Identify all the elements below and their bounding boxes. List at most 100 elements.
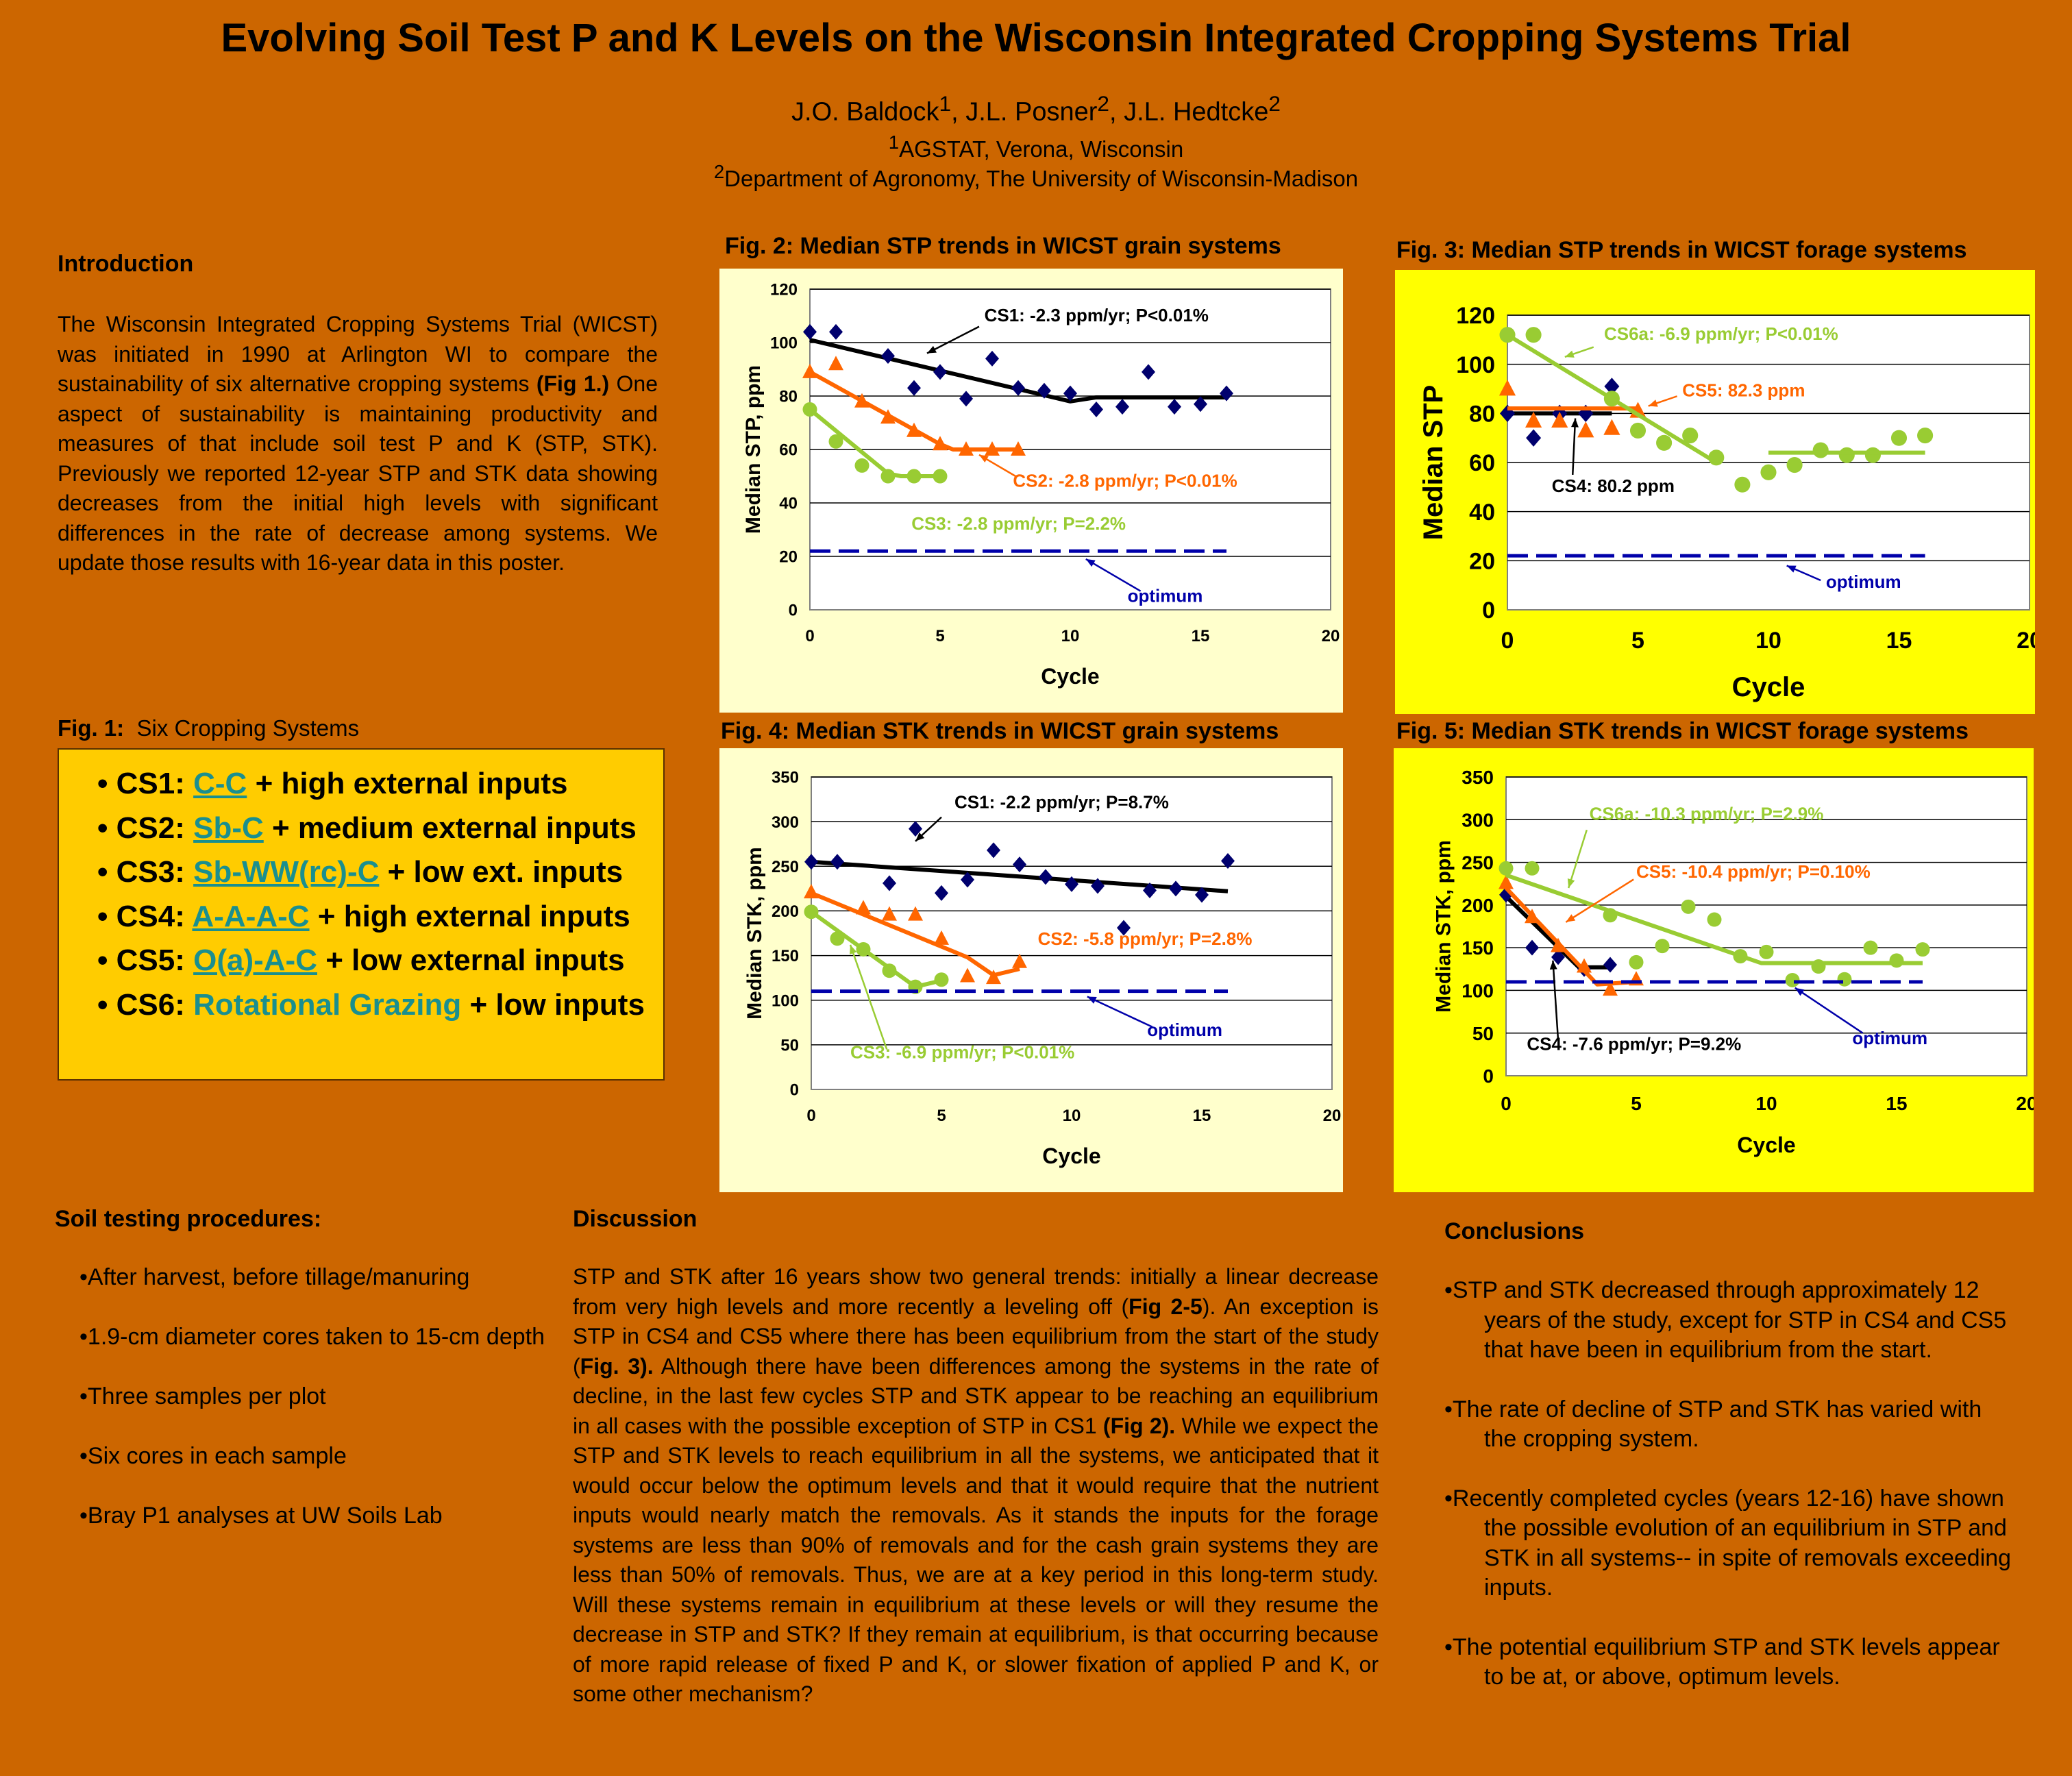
affiliation-superscript: 1: [888, 132, 900, 153]
cs3-point: [1786, 457, 1803, 473]
cs1-point: [1039, 869, 1052, 885]
cs2-point: [1498, 380, 1516, 396]
affiliation-text: AGSTAT, Verona, Wisconsin: [899, 136, 1184, 162]
y-tick-label: 100: [770, 334, 798, 353]
system-rotation-link[interactable]: Sb-C: [193, 811, 264, 845]
y-tick-label: 0: [790, 1081, 799, 1100]
cs1-point: [804, 854, 818, 870]
discussion-text-part: While we expect the STP and STK levels t…: [573, 1413, 1379, 1707]
cs2-point: [934, 930, 949, 945]
affiliation-text: Department of Agronomy, The University o…: [724, 166, 1359, 191]
list-item: •Recently completed cycles (years 12-16)…: [1444, 1485, 2012, 1601]
cs1-point: [1117, 920, 1131, 936]
cs1-point: [907, 380, 921, 396]
cs1-point: [1169, 880, 1183, 897]
cs1-point: [987, 842, 1000, 859]
system-rotation: Rotational Grazing: [193, 987, 462, 1022]
annotation-label: optimum: [1147, 1020, 1222, 1040]
cs1-point: [1526, 429, 1542, 447]
system-rotation-link[interactable]: C-C: [193, 767, 247, 800]
system-rotation-link[interactable]: A-A-A-C: [192, 899, 310, 933]
y-tick-label: 350: [772, 769, 799, 787]
system-rotation-link[interactable]: Sb-WW(rc)-C: [193, 855, 380, 889]
fig5-chart: 0 50 100 150 200 250 300 350 0 5 10 15 20 Cycle Median…: [1394, 748, 2034, 1192]
cs2-point: [985, 441, 1000, 456]
cs2-point: [908, 906, 923, 921]
cs2-trend-line: [810, 891, 1020, 978]
cs2-point: [986, 970, 1001, 985]
cs3-point: [1915, 942, 1930, 957]
cs3-point: [1499, 327, 1516, 343]
annotation-label: optimum: [1128, 585, 1203, 606]
cs3-point: [1734, 476, 1751, 493]
author-superscript: 2: [1268, 91, 1281, 116]
cs2-point: [802, 363, 817, 378]
cs1-point: [1221, 852, 1235, 869]
y-axis-label: Median STK, ppm: [1432, 840, 1455, 1013]
system-rotation-link[interactable]: O(a)-A-C: [193, 944, 317, 977]
discussion-text-part: STP and STK after 16 years show two gene…: [573, 1264, 1379, 1319]
cs3-point: [1655, 939, 1670, 954]
y-tick-label: 20: [779, 548, 798, 567]
system-code: CS3:: [116, 855, 185, 889]
author-superscript: 2: [1097, 91, 1110, 116]
annotation-arrow: [849, 944, 888, 1050]
cs2-point: [933, 436, 948, 451]
y-axis-label: Median STK, ppm: [743, 847, 766, 1020]
y-tick-label: 80: [779, 388, 798, 406]
y-tick-label: 0: [1482, 597, 1495, 624]
cs1-point: [909, 821, 922, 837]
annotation-arrowhead: [1085, 558, 1096, 567]
x-tick-label: 10: [1061, 627, 1080, 645]
system-inputs: + low ext. inputs: [387, 855, 624, 889]
cs1-point: [829, 323, 843, 340]
cs3-point: [1863, 940, 1878, 955]
cs3-point: [1785, 972, 1800, 987]
annotation-label: CS2: -5.8 ppm/yr; P=2.8%: [1038, 928, 1253, 949]
x-tick-label: 0: [805, 627, 814, 645]
cs1-point: [1195, 887, 1209, 903]
system-inputs: + high external inputs: [255, 767, 568, 800]
annotation-arrowhead: [1549, 960, 1557, 970]
annotation-label: CS5: 82.3 ppm: [1682, 380, 1805, 400]
cs1-trend-line: [811, 859, 1229, 893]
cs3-point: [1681, 899, 1696, 914]
system-code: CS1:: [116, 767, 185, 800]
annotation-arrowhead: [915, 832, 925, 841]
y-tick-label: 60: [779, 441, 798, 460]
x-tick-label: 20: [2017, 628, 2035, 654]
cs1-point: [803, 323, 817, 340]
cs1-point: [883, 875, 896, 891]
cs2-point: [1012, 953, 1027, 968]
fig1-caption: Fig. 1: Six Cropping Systems: [58, 715, 359, 741]
x-tick-label: 5: [935, 627, 944, 645]
cs1-point: [1525, 939, 1539, 956]
fig4-svg: 0 50 100 150 200 250 300 350 0 5 10 15 20 Cycle Median…: [719, 748, 1343, 1192]
y-tick-label: 250: [772, 858, 799, 876]
annotation-arrowhead: [1564, 350, 1575, 358]
fig3-svg: 0 20 40 60 80 100 120 0 5 10 15 20 Cycle Median STP CS…: [1395, 270, 2035, 714]
cs2-point: [1011, 441, 1026, 456]
y-tick-label: 300: [772, 813, 799, 832]
cs3-point: [1838, 447, 1855, 463]
cs3-point: [1837, 972, 1852, 987]
x-tick-label: 15: [1886, 1093, 1907, 1114]
y-tick-label: 250: [1462, 852, 1494, 874]
annotation-arrowhead: [1786, 565, 1797, 573]
cs3-trend-line: [1505, 873, 1923, 965]
affiliation-superscript: 2: [713, 161, 725, 182]
y-tick-label: 40: [1469, 500, 1495, 526]
cs1-point: [1168, 399, 1181, 415]
annotation-arrow: [926, 325, 980, 354]
author-separator: ,: [951, 97, 966, 127]
system-row: • CS6: Rotational Grazing + low inputs: [97, 987, 645, 1022]
x-axis-label: Cycle: [1737, 1133, 1795, 1157]
cs1-point: [1604, 378, 1620, 395]
y-tick-label: 100: [1462, 981, 1494, 1002]
cs3-point: [802, 402, 817, 417]
discussion-text-part: ). An exception is STP in CS4 and CS5 wh…: [573, 1294, 1379, 1379]
cs3-point: [1498, 861, 1514, 876]
discussion-bold-ref: Fig 2-5: [1128, 1294, 1202, 1319]
cs1-point: [1143, 882, 1157, 898]
y-axis-label: Median STP, ppm: [742, 365, 765, 534]
